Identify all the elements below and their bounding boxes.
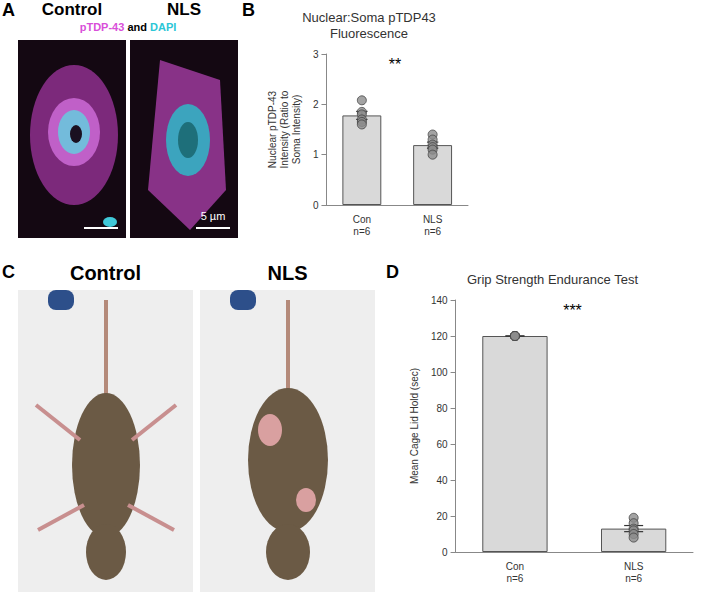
svg-text:Con: Con [353, 214, 371, 225]
svg-text:Nuclear pTDP-43: Nuclear pTDP-43 [267, 90, 278, 168]
svg-text:1: 1 [313, 149, 319, 160]
svg-text:Nuclear:Soma pTDP43: Nuclear:Soma pTDP43 [302, 10, 436, 25]
svg-text:Intensity (Ratio to: Intensity (Ratio to [279, 90, 290, 168]
html-text:B: B [242, 0, 255, 20]
svg-text:100: 100 [431, 367, 448, 378]
html-text:Control: Control [41, 0, 103, 19]
svg-text:NLS: NLS [423, 214, 443, 225]
svg-text:60: 60 [436, 439, 448, 450]
svg-text:n=6: n=6 [424, 226, 441, 237]
svg-text:Grip Strength Endurance Test: Grip Strength Endurance Test [467, 272, 638, 287]
html-text:NLS: NLS [267, 262, 308, 284]
svg-text:80: 80 [436, 403, 448, 414]
svg-text:Con: Con [506, 561, 524, 572]
svg-text:NLS: NLS [624, 561, 644, 572]
html-text:NLS: NLS [167, 0, 201, 19]
svg-text:0: 0 [442, 547, 448, 558]
html-text:Control: Control [70, 262, 141, 284]
svg-text:3: 3 [313, 49, 319, 60]
svg-text:n=6: n=6 [625, 573, 642, 584]
svg-text:n=6: n=6 [353, 226, 370, 237]
svg-text:140: 140 [431, 295, 448, 306]
svg-text:**: ** [389, 56, 401, 73]
html-text:pTDP-43 and DAPI: pTDP-43 and DAPI [79, 21, 177, 33]
svg-text:0: 0 [313, 200, 319, 211]
svg-text:***: *** [563, 302, 582, 319]
svg-text:2: 2 [313, 99, 319, 110]
svg-text:Soma Intensity): Soma Intensity) [291, 95, 302, 164]
svg-text:Mean Cage Lid Hold (sec): Mean Cage Lid Hold (sec) [409, 368, 420, 484]
html-text:C: C [2, 262, 15, 282]
html-text:A: A [2, 0, 15, 20]
svg-text:n=6: n=6 [506, 573, 523, 584]
svg-text:120: 120 [431, 331, 448, 342]
svg-text:Fluorescence: Fluorescence [330, 26, 408, 41]
svg-text:20: 20 [436, 511, 448, 522]
html-text:D: D [386, 262, 399, 282]
svg-text:40: 40 [436, 475, 448, 486]
svg-text:5 µm: 5 µm [201, 210, 226, 222]
